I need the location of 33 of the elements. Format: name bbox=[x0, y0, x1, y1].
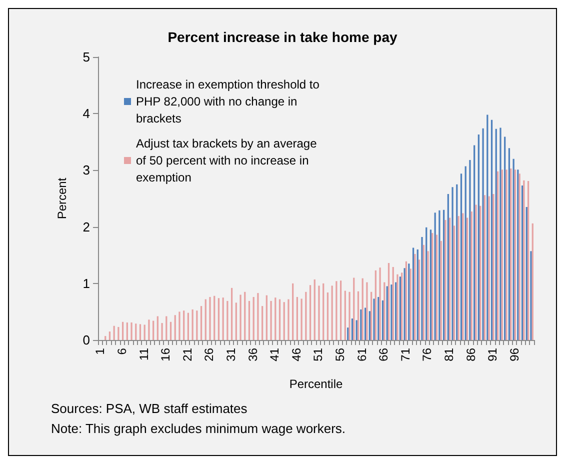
x-tick-label: 96 bbox=[507, 348, 522, 362]
x-tick-label: 46 bbox=[289, 348, 304, 362]
legend-label: Increase in exemption threshold to PHP 82,000 with no change in brackets bbox=[136, 78, 323, 126]
x-tick-label: 71 bbox=[398, 348, 412, 362]
x-tick-label: 81 bbox=[442, 348, 456, 362]
x-tick-label: 86 bbox=[464, 348, 478, 362]
x-tick-label: 1 bbox=[93, 348, 108, 355]
x-tick-label: 6 bbox=[114, 348, 129, 355]
y-axis-title: Percent bbox=[55, 177, 69, 220]
x-tick-label: 16 bbox=[158, 348, 173, 362]
x-tick-label: 51 bbox=[311, 348, 326, 362]
x-tick-label: 91 bbox=[486, 348, 500, 362]
y-tick-label: 2 bbox=[82, 219, 90, 234]
x-tick-label: 56 bbox=[332, 348, 347, 362]
text: Note: This graph excludes minimum wage workers. bbox=[51, 421, 346, 436]
y-tick-label: 5 bbox=[82, 50, 90, 64]
x-tick-label: 21 bbox=[180, 348, 194, 362]
x-tick-label: 41 bbox=[268, 348, 282, 362]
chart-title: Percent increase in take home pay bbox=[168, 29, 398, 45]
x-tick-label: 11 bbox=[136, 348, 151, 360]
legend-label: Adjust tax brackets by an average of 50 percent with no increase in exemption bbox=[136, 136, 320, 184]
x-tick-label: 61 bbox=[354, 348, 369, 362]
x-tick-label: 26 bbox=[202, 348, 216, 362]
x-tick-label: 76 bbox=[420, 348, 434, 362]
y-tick-label: 4 bbox=[82, 106, 90, 122]
x-axis-title: Percentile bbox=[289, 377, 343, 391]
x-tick-label: 66 bbox=[376, 348, 391, 362]
y-tick-label: 3 bbox=[82, 162, 90, 178]
x-tick-label: 36 bbox=[246, 348, 260, 362]
y-tick-label: 1 bbox=[82, 276, 90, 291]
source-note: Sources: PSA, WB staff estimates bbox=[51, 401, 248, 416]
x-tick-label: 31 bbox=[224, 348, 238, 362]
y-tick-label: 0 bbox=[82, 332, 90, 348]
